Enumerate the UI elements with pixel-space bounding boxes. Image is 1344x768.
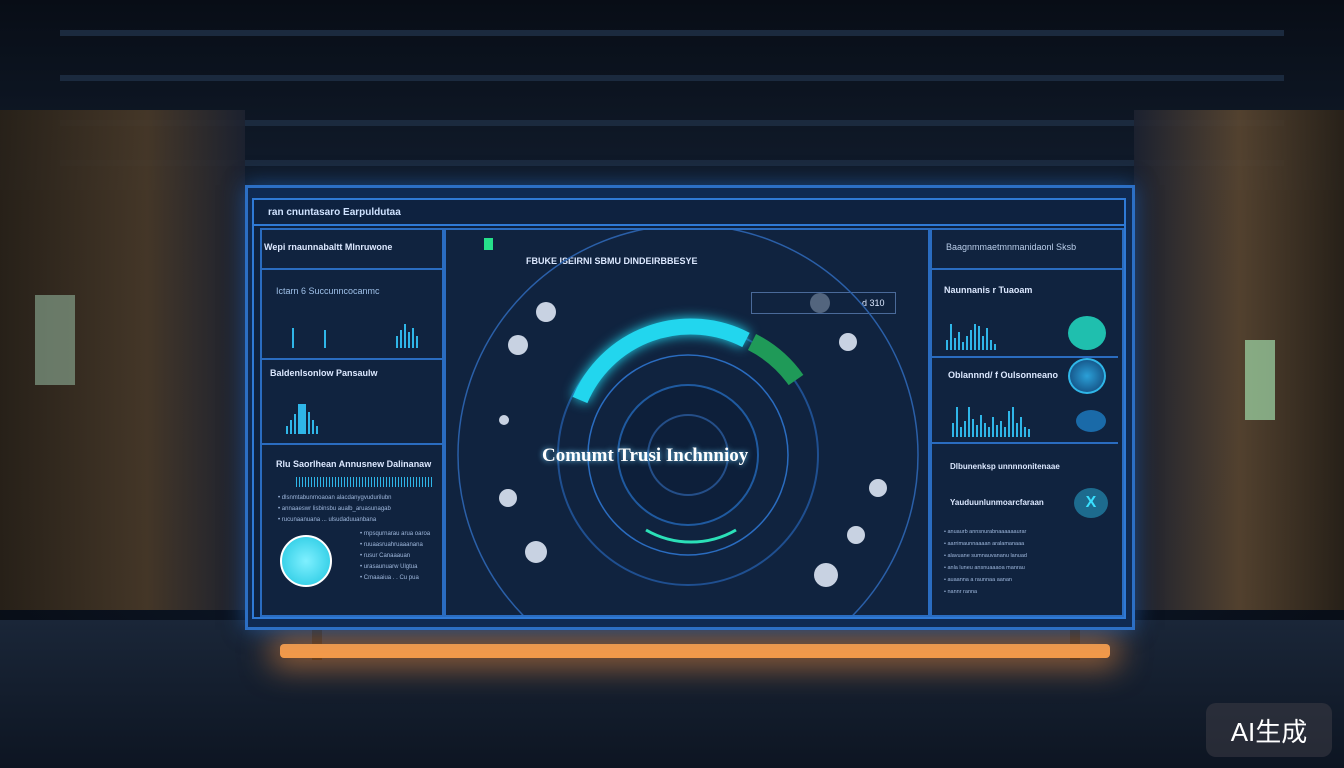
center-title: FBUKE ISEIRNI SBMU DINDEIRBBESYE xyxy=(526,256,698,266)
orbit-device-icons xyxy=(499,302,887,587)
gauge-green-segment xyxy=(747,333,804,386)
left-panel: Wepi rnaunnabaltt Mlnruwone Ictarn 6 Suc… xyxy=(260,228,444,617)
gauge-fill-arc xyxy=(572,318,750,404)
card-label: Baldenlsonlow Pansaulw xyxy=(270,368,378,378)
cloud-icon xyxy=(1076,410,1106,432)
bar-sparkline xyxy=(292,322,418,348)
workshop-right xyxy=(1134,110,1344,610)
right-card-3[interactable]: Dlbunenksp unnnnonitenaae Yauduunlunmoar… xyxy=(932,444,1122,615)
progress-strip xyxy=(296,477,434,487)
card-label: Oblannnd/ f Oulsonneano xyxy=(948,370,1058,380)
left-card-2[interactable]: Baldenlsonlow Pansaulw xyxy=(262,360,442,445)
underglow-light xyxy=(280,644,1110,658)
window-left xyxy=(35,295,75,385)
ring xyxy=(617,384,759,526)
outer-ring xyxy=(457,230,919,615)
trust-gauge xyxy=(457,230,919,615)
text-block: • anuaurb annsnurabnaaaaaaurar • aarrima… xyxy=(944,529,1027,595)
logo-badge-icon xyxy=(280,535,332,587)
bar-sparkline xyxy=(946,320,996,350)
card-label: Ictarn 6 Succunncocanmc xyxy=(276,286,380,296)
dashboard-screen: ran cnuntasaro Earpuldutaa Wepi rnaunnab… xyxy=(245,185,1135,630)
ring xyxy=(587,354,789,556)
bar-sparkline xyxy=(952,403,1030,437)
text-block: • rnpsqurnarau arua oaroa • ruuaasruahru… xyxy=(360,531,431,581)
status-indicator xyxy=(484,238,493,250)
right-panel-title: Baagnmmaetmnmanidaonl Sksb xyxy=(946,242,1077,252)
text-block: • dlsnmtabunrnoaoan alacdanygvudurilubn … xyxy=(278,495,392,523)
gauge-lower-arc xyxy=(645,528,737,544)
readout-box: d 310 xyxy=(751,292,896,314)
right-card-1[interactable]: Naunnanis r Tuaoam xyxy=(932,270,1118,358)
card-label: Naunnanis r Tuaoam xyxy=(944,285,1033,295)
left-panel-title: Wepi rnaunnabaltt Mlnruwone xyxy=(264,242,393,252)
dashboard-header: ran cnuntasaro Earpuldutaa xyxy=(254,200,1124,226)
x-icon: X xyxy=(1074,488,1108,518)
right-panel: Baagnmmaetmnmanidaonl Sksb Naunnanis r T… xyxy=(930,228,1124,617)
left-card-1[interactable]: Ictarn 6 Succunncocanmc xyxy=(262,270,442,360)
globe-icon xyxy=(1068,316,1106,350)
card-label: Dlbunenksp unnnnonitenaae xyxy=(950,462,1060,471)
card-label: Yauduunlunmoarcfaraan xyxy=(950,498,1044,507)
readout-value: d 310 xyxy=(862,298,885,308)
window-right xyxy=(1245,340,1275,420)
gauge-label: Comumt Trusi Inchnnioy xyxy=(542,445,749,466)
bar-sparkline xyxy=(286,400,318,434)
ring xyxy=(647,414,729,496)
center-panel: FBUKE ISEIRNI SBMU DINDEIRBBESYE d 310 C… xyxy=(444,228,930,617)
card-label: Rlu Saorlhean Annusnew Dalinanaw xyxy=(276,459,432,469)
left-card-3[interactable]: Rlu Saorlhean Annusnew Dalinanaw • dlsnm… xyxy=(262,445,442,615)
right-card-2[interactable]: Oblannnd/ f Oulsonneano xyxy=(932,358,1118,444)
watermark: AI生成 xyxy=(1206,703,1332,757)
sensor-icon xyxy=(810,293,830,313)
floor xyxy=(0,620,1344,768)
shield-icon xyxy=(1068,358,1106,394)
